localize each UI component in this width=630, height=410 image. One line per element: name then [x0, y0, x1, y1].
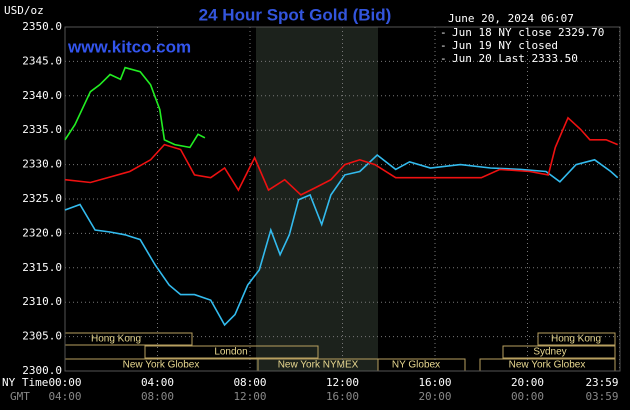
x2-tick-label: 03:59: [585, 390, 618, 403]
session-label: Hong Kong: [91, 334, 141, 345]
unit-label: USD/oz: [4, 4, 44, 17]
legend-marker: -: [440, 39, 447, 52]
x-tick-label: 04:00: [141, 376, 174, 389]
y-tick-label: 2345.0: [22, 54, 62, 67]
x-axis-label: NY Time: [2, 376, 48, 389]
x2-tick-label: 04:00: [48, 390, 81, 403]
x2-tick-label: 00:00: [511, 390, 544, 403]
x2-tick-label: 12:00: [233, 390, 266, 403]
x-tick-label: 00:00: [48, 376, 81, 389]
x2-tick-label: 08:00: [141, 390, 174, 403]
session-label: New York Globex: [123, 360, 200, 371]
series-line: [64, 66, 206, 149]
session-label: NY Globex: [392, 360, 440, 371]
y-tick-label: 2340.0: [22, 89, 62, 102]
series-line: [64, 116, 619, 196]
y-tick-label: 2320.0: [22, 226, 62, 239]
session-label: London: [214, 347, 247, 358]
series-line: [64, 153, 619, 327]
legend-label: Jun 20 Last 2333.50: [452, 52, 578, 65]
x-tick-label: 23:59: [585, 376, 618, 389]
legend-label: Jun 19 NY closed: [452, 39, 558, 52]
session-label: New York Globex: [509, 360, 586, 371]
x2-axis-label: GMT: [10, 390, 30, 403]
sessions: Hong Kong London New York Globex New Yor…: [64, 332, 616, 372]
legend-label: Jun 18 NY close 2329.70: [452, 26, 604, 39]
y-tick-label: 2350.0: [22, 20, 62, 33]
y-tick-label: 2335.0: [22, 123, 62, 136]
x-tick-label: 16:00: [418, 376, 451, 389]
legend-marker: -: [440, 26, 447, 39]
timestamp: June 20, 2024 06:07: [448, 12, 574, 25]
session-label: New York NYMEX: [278, 360, 359, 371]
plot-frame: [64, 26, 621, 372]
y-tick-label: 2325.0: [22, 192, 62, 205]
x-tick-label: 08:00: [233, 376, 266, 389]
x-tick-label: 20:00: [511, 376, 544, 389]
x-tick-label: 12:00: [326, 376, 359, 389]
session-label: Hong Kong: [551, 334, 601, 345]
chart-title: 24 Hour Spot Gold (Bid): [199, 5, 392, 24]
session-label: Sydney: [533, 347, 566, 358]
x2-tick-label: 16:00: [326, 390, 359, 403]
legend-marker: -: [440, 52, 447, 65]
y-tick-label: 2315.0: [22, 261, 62, 274]
x2-tick-label: 20:00: [418, 390, 451, 403]
y-tick-label: 2305.0: [22, 330, 62, 343]
y-tick-label: 2300.0: [22, 364, 62, 377]
watermark: www.kitco.com: [67, 37, 191, 56]
y-tick-label: 2310.0: [22, 295, 62, 308]
y-tick-label: 2330.0: [22, 158, 62, 171]
